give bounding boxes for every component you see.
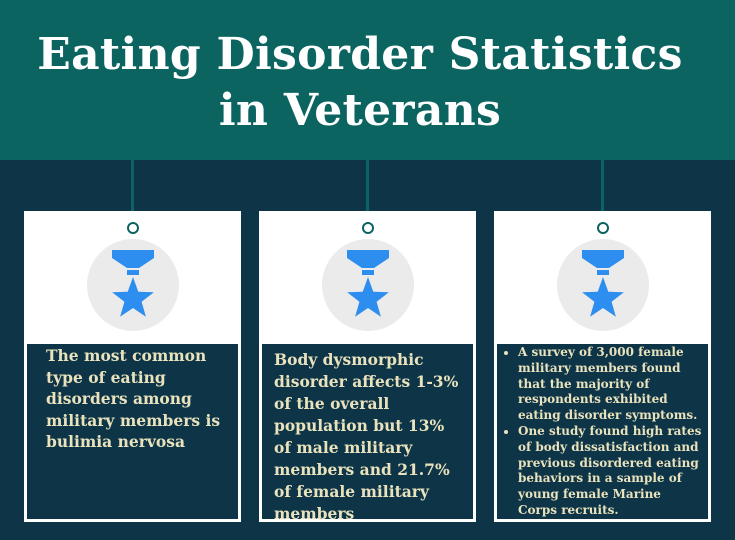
stat-card-1: The most common type of eating disorders… [24, 211, 241, 522]
card-icon-area [494, 211, 711, 344]
stat-bullet-list: A survey of 3,000 female military member… [498, 345, 707, 519]
medal-icon [111, 250, 154, 317]
stat-text: The most common type of eating disorders… [46, 346, 221, 451]
connector-ring-2 [362, 222, 374, 234]
medal-badge [321, 239, 414, 331]
stat-text: Body dysmorphic disorder affects 1-3% of… [274, 350, 459, 523]
header-banner: Eating Disorder Statistics in Veterans [0, 0, 735, 160]
stat-card-3: A survey of 3,000 female military member… [494, 211, 711, 522]
connector-line-2 [366, 160, 369, 222]
connector-ring-3 [597, 222, 609, 234]
connector-line-1 [131, 160, 134, 222]
stat-card-2: Body dysmorphic disorder affects 1-3% of… [259, 211, 476, 523]
page-title: Eating Disorder Statistics in Veterans [37, 29, 683, 136]
card-text-area: A survey of 3,000 female military member… [497, 344, 708, 519]
medal-icon [346, 250, 389, 317]
card-icon-area [259, 211, 476, 344]
connector-line-3 [601, 160, 604, 222]
connector-ring-1 [127, 222, 139, 234]
medal-badge [556, 239, 649, 331]
list-item: A survey of 3,000 female military member… [518, 345, 703, 424]
card-icon-area [24, 211, 241, 344]
medal-icon [581, 250, 624, 317]
medal-badge [86, 239, 179, 331]
list-item: One study found high rates of body dissa… [518, 424, 703, 519]
card-text-area: Body dysmorphic disorder affects 1-3% of… [262, 344, 473, 523]
card-text-area: The most common type of eating disorders… [27, 344, 238, 519]
